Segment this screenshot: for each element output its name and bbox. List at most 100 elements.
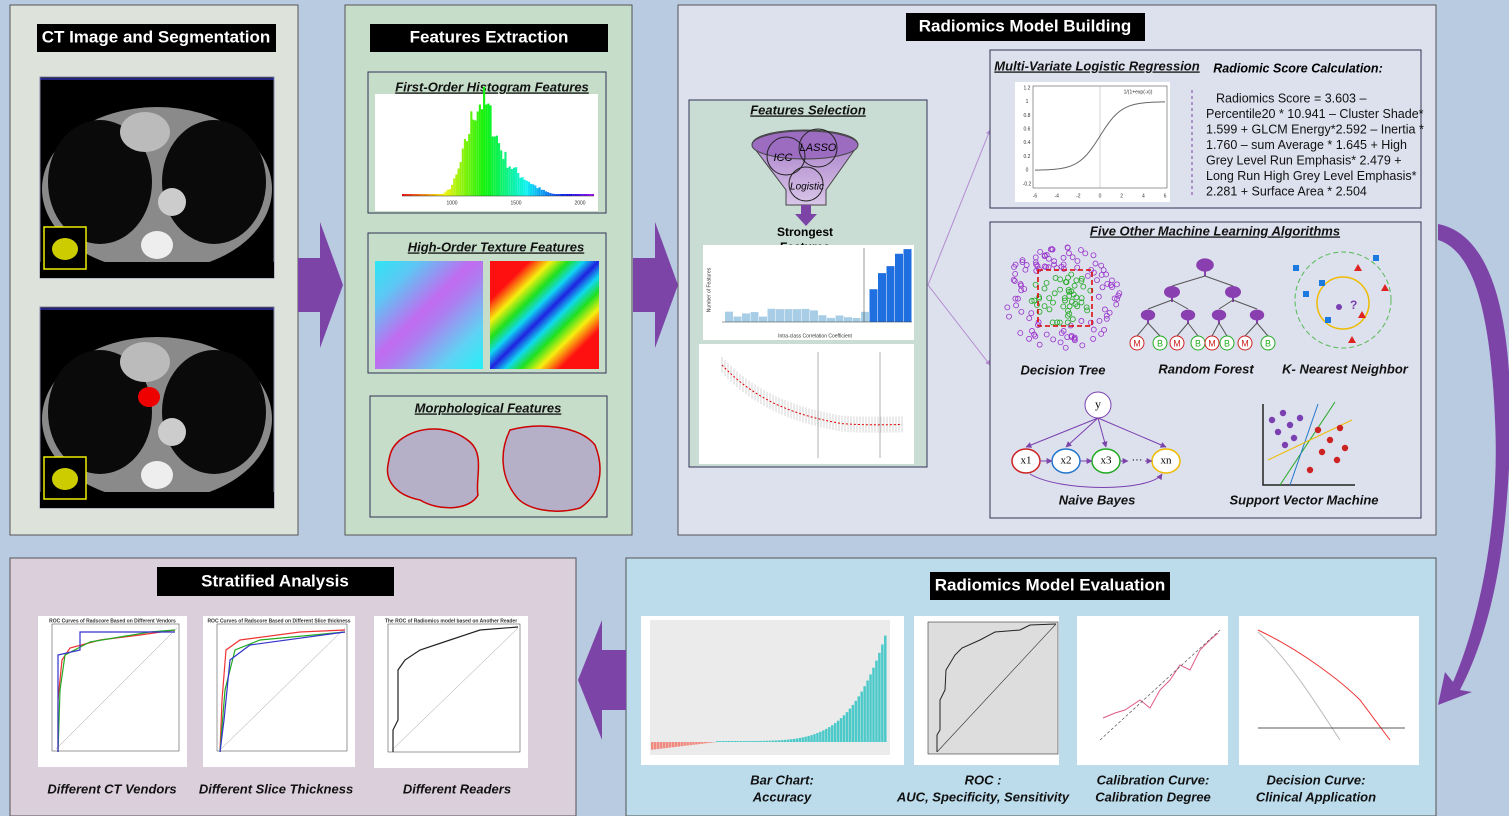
aorta: [158, 418, 186, 446]
hist-bar: [543, 190, 545, 196]
hist-bar: [496, 136, 498, 196]
accuracy-bar: [731, 741, 734, 742]
hist-bar: [573, 194, 575, 196]
hist-bar: [524, 180, 526, 196]
leaf-label: B: [1157, 338, 1163, 348]
tree-icon: [1225, 286, 1241, 298]
bayes-label: ···: [1132, 455, 1143, 467]
hist-bar: [432, 194, 434, 196]
svm-point: [1334, 457, 1340, 463]
sub-title: High-Order Texture Features: [408, 239, 585, 254]
spine: [141, 461, 173, 489]
texture-map: [490, 261, 599, 369]
class-a: [1293, 265, 1299, 271]
heart: [120, 342, 170, 382]
x-tick-label: 2: [1120, 193, 1123, 199]
hist-bar: [509, 166, 511, 196]
icc-bar: [887, 266, 895, 322]
accuracy-bar: [837, 721, 840, 742]
accuracy-bar: [778, 740, 781, 742]
hist-bar: [583, 194, 585, 196]
result-label: Strongest: [777, 225, 833, 239]
hist-bar: [479, 104, 481, 196]
hist-bar: [408, 194, 410, 196]
leaf-label: M: [1133, 338, 1141, 348]
hist-bar: [551, 194, 553, 196]
icc-bar: [844, 317, 852, 322]
icc-bar: [895, 254, 903, 322]
accuracy-bar: [810, 735, 813, 742]
accuracy-bar: [781, 740, 784, 742]
hist-bar: [466, 141, 468, 196]
hist-bar: [464, 139, 466, 196]
accuracy-bar: [828, 727, 831, 742]
hist-bar: [581, 194, 583, 196]
icc-bar: [836, 316, 844, 322]
flow-arrow: [298, 222, 343, 348]
sub-title: Features Selection: [750, 102, 866, 117]
bayes-label: y: [1095, 397, 1101, 411]
svm-point: [1327, 437, 1333, 443]
hist-bar: [541, 190, 543, 196]
algorithm-name: Decision Tree: [1020, 362, 1105, 377]
hist-bar: [428, 194, 430, 196]
y-tick-label: 0: [1026, 168, 1029, 174]
accuracy-bar: [878, 653, 881, 742]
stratified-caption: Different CT Vendors: [47, 781, 176, 796]
hist-bar: [492, 136, 494, 196]
accuracy-bar: [884, 636, 887, 742]
leaf-label: B: [1265, 338, 1271, 348]
accuracy-bar: [742, 741, 745, 742]
equation-line: Long Run High Grey Level Emphasis*: [1206, 169, 1417, 183]
logistic-plot: [1015, 82, 1170, 202]
svm-point: [1269, 417, 1275, 423]
accuracy-bar: [855, 701, 858, 742]
x-tick-label: -2: [1076, 193, 1081, 199]
accuracy-bar: [740, 741, 743, 742]
equation-line: 2.281 + Surface Area * 2.504: [1206, 184, 1367, 198]
accuracy-bar: [816, 733, 819, 742]
svm-point: [1337, 425, 1343, 431]
x-tick-label: 4: [1142, 193, 1145, 199]
y-tick-label: 1.2: [1024, 85, 1031, 91]
y-tick-label: 0.8: [1024, 113, 1031, 119]
accuracy-bar: [666, 742, 669, 748]
svm-point: [1297, 415, 1303, 421]
flow-arrow: [633, 222, 678, 348]
accuracy-bar: [737, 741, 740, 742]
class-a: [1325, 317, 1331, 323]
accuracy-bar: [704, 742, 707, 743]
accuracy-bar: [672, 742, 675, 747]
accuracy-bar: [698, 742, 701, 744]
tree-icon: [1141, 310, 1155, 321]
accuracy-bar: [790, 739, 793, 742]
hist-bar: [423, 194, 425, 196]
accuracy-bar: [872, 668, 875, 742]
evaluation-caption: Bar Chart:: [750, 772, 814, 787]
flow-arrow-curved: [1438, 224, 1509, 705]
equation-line: Percentile20 * 10.941 – Cluster Shade*: [1206, 107, 1424, 121]
accuracy-bar: [757, 741, 760, 742]
lung: [162, 120, 266, 244]
accuracy-bar: [840, 718, 843, 742]
x-tick-label: 0: [1099, 193, 1102, 199]
hist-bar: [500, 150, 502, 196]
leaf-label: M: [1208, 338, 1216, 348]
hist-bar: [519, 178, 521, 196]
hist-bar: [421, 194, 423, 196]
axis-label: Intra-class Correlation Coefficient: [778, 333, 852, 339]
hist-bar: [404, 194, 406, 196]
hist-bar: [556, 194, 558, 196]
hist-bar: [413, 194, 415, 196]
accuracy-bar: [725, 741, 728, 742]
panel-title: Stratified Analysis: [201, 571, 349, 590]
icc-bar: [785, 309, 793, 322]
y-tick-label: 0.4: [1024, 140, 1031, 146]
ct-image: [40, 307, 274, 508]
accuracy-bar: [852, 705, 855, 742]
icc-bar: [776, 309, 784, 322]
hist-bar: [517, 173, 519, 196]
thumbnail: [1077, 616, 1228, 765]
accuracy-bar: [875, 661, 878, 742]
icc-bar: [904, 249, 912, 322]
